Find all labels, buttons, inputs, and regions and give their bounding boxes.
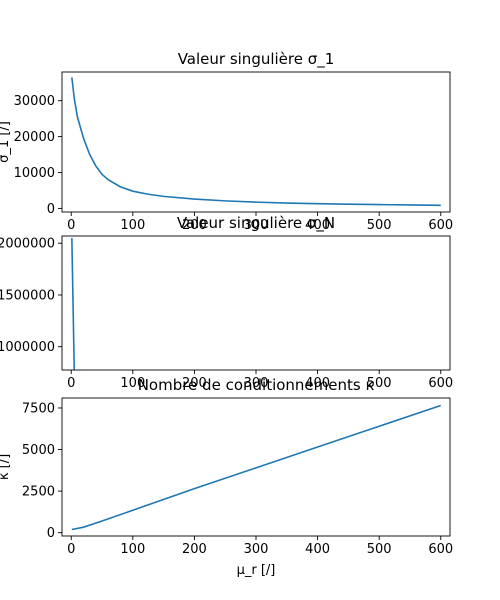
x-tick-label: 0 — [67, 218, 75, 233]
x-tick-label: 500 — [367, 218, 392, 233]
chart-title: Nombre de conditionnements κ — [138, 376, 375, 394]
x-tick-label: 100 — [120, 218, 145, 233]
y-tick-label: 2500 — [22, 485, 55, 500]
series-line-1-1 — [71, 77, 441, 207]
series-line-3-1 — [71, 404, 442, 531]
x-tick-label: 0 — [67, 542, 75, 557]
x-tick-label: 400 — [305, 218, 330, 233]
y-tick-label: 20000 — [14, 130, 55, 145]
x-tick-label: 100 — [120, 376, 145, 391]
y-tick-label: 30000 — [14, 94, 55, 109]
y-tick-label: 1500000 — [0, 288, 55, 303]
axes-frame — [61, 235, 451, 371]
y-tick-label: 10000 — [14, 166, 55, 181]
x-tick-label: 300 — [244, 542, 269, 557]
x-tick-label: 0 — [67, 376, 75, 391]
y-axis-label: σ_1 [/] — [0, 121, 12, 163]
y-tick-label: 7500 — [22, 401, 55, 416]
x-tick-label: 500 — [367, 376, 392, 391]
chart-title: Valeur singulière σ_N — [177, 214, 335, 233]
x-tick-label: 500 — [367, 542, 392, 557]
y-tick-label: 0 — [47, 202, 55, 217]
x-tick-label: 400 — [305, 376, 330, 391]
x-tick-label: 600 — [428, 376, 453, 391]
x-tick-label: 600 — [428, 542, 453, 557]
chart-panel-2: 0 100 200 300 400 500 600 1000000 1500000 2000000… — [0, 214, 453, 391]
axes-frame — [61, 71, 451, 213]
y-tick-label: 2000000 — [0, 237, 55, 252]
y-axis-label: κ [/] — [0, 454, 12, 480]
chart-title: Valeur singulière σ_1 — [178, 50, 335, 69]
y-tick-label: 1000000 — [0, 340, 55, 355]
x-tick-label: 200 — [182, 542, 207, 557]
x-tick-label: 200 — [182, 218, 207, 233]
x-tick-label: 300 — [244, 218, 269, 233]
x-tick-label: 200 — [182, 376, 207, 391]
series-line-2-1 — [71, 238, 76, 370]
x-tick-label: 100 — [120, 542, 145, 557]
y-tick-label: 5000 — [22, 443, 55, 458]
x-axis-label: μ_r [/] — [237, 563, 276, 578]
x-tick-label: 300 — [244, 376, 269, 391]
x-tick-label: 600 — [428, 218, 453, 233]
y-tick-label: 0 — [47, 526, 55, 541]
chart-panel-1: 0 100 200 300 400 500 600 0 10000 20000 30000 Valeu… — [0, 50, 453, 233]
x-tick-label: 400 — [305, 542, 330, 557]
